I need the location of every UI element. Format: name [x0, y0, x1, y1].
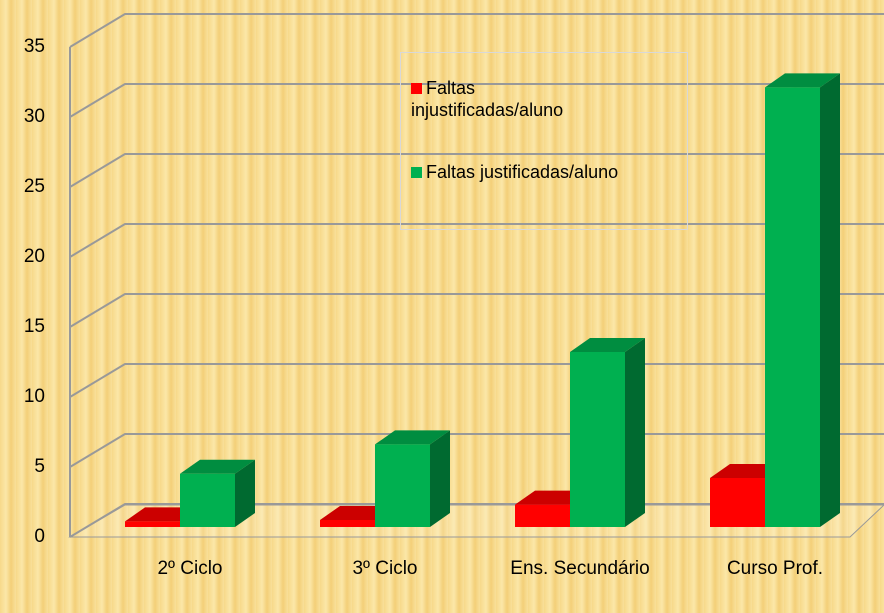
x-tick-label: 3º Ciclo: [352, 558, 418, 579]
bar: [375, 430, 450, 527]
legend-label: Faltas justificadas/aluno: [426, 162, 619, 182]
bar-face: [570, 338, 645, 352]
grid-line: [69, 13, 884, 48]
bar-face: [430, 430, 450, 527]
legend: Faltas injustificadas/aluno Faltas justif…: [400, 52, 688, 230]
bar-face: [375, 444, 430, 527]
bar-face: [820, 73, 840, 528]
y-tick-label: 10: [24, 386, 45, 407]
legend-swatch: [411, 83, 422, 94]
y-tick-label: 5: [34, 456, 45, 477]
bar: [180, 459, 255, 527]
bar-face: [765, 73, 840, 88]
x-tick-label: Curso Prof.: [726, 558, 824, 579]
legend-item: Faltas injustificadas/aluno: [411, 77, 611, 121]
y-tick-label: 35: [24, 36, 45, 57]
legend-swatch: [411, 167, 422, 178]
bar-face: [570, 352, 625, 527]
legend-item: Faltas justificadas/aluno: [411, 161, 681, 183]
bar: [570, 338, 645, 527]
y-tick-label: 0: [34, 526, 45, 547]
x-tick-label: 2º Ciclo: [157, 558, 223, 579]
bar: [765, 73, 840, 528]
x-tick-label: Ens. Secundário: [510, 558, 650, 579]
bar-face: [125, 521, 180, 527]
grid-line: [69, 433, 884, 468]
grid-line: [69, 223, 884, 258]
bar-face: [180, 473, 235, 527]
bar-face: [625, 338, 645, 527]
bar-face: [710, 478, 765, 527]
legend-label: Faltas injustificadas/aluno: [411, 78, 564, 120]
y-tick-label: 25: [24, 176, 45, 197]
grid-line: [69, 293, 884, 328]
y-tick-label: 20: [24, 246, 45, 267]
bar-face: [765, 87, 820, 528]
bar-face: [235, 459, 255, 527]
grid-line: [69, 153, 884, 188]
grid-line: [69, 363, 884, 398]
bar-face: [180, 459, 255, 474]
bar-face: [375, 430, 450, 445]
grid-line: [69, 83, 884, 118]
y-tick-label: 30: [24, 106, 45, 127]
y-tick-label: 15: [24, 316, 45, 337]
bar-face: [320, 520, 375, 527]
bar-face: [515, 504, 570, 527]
